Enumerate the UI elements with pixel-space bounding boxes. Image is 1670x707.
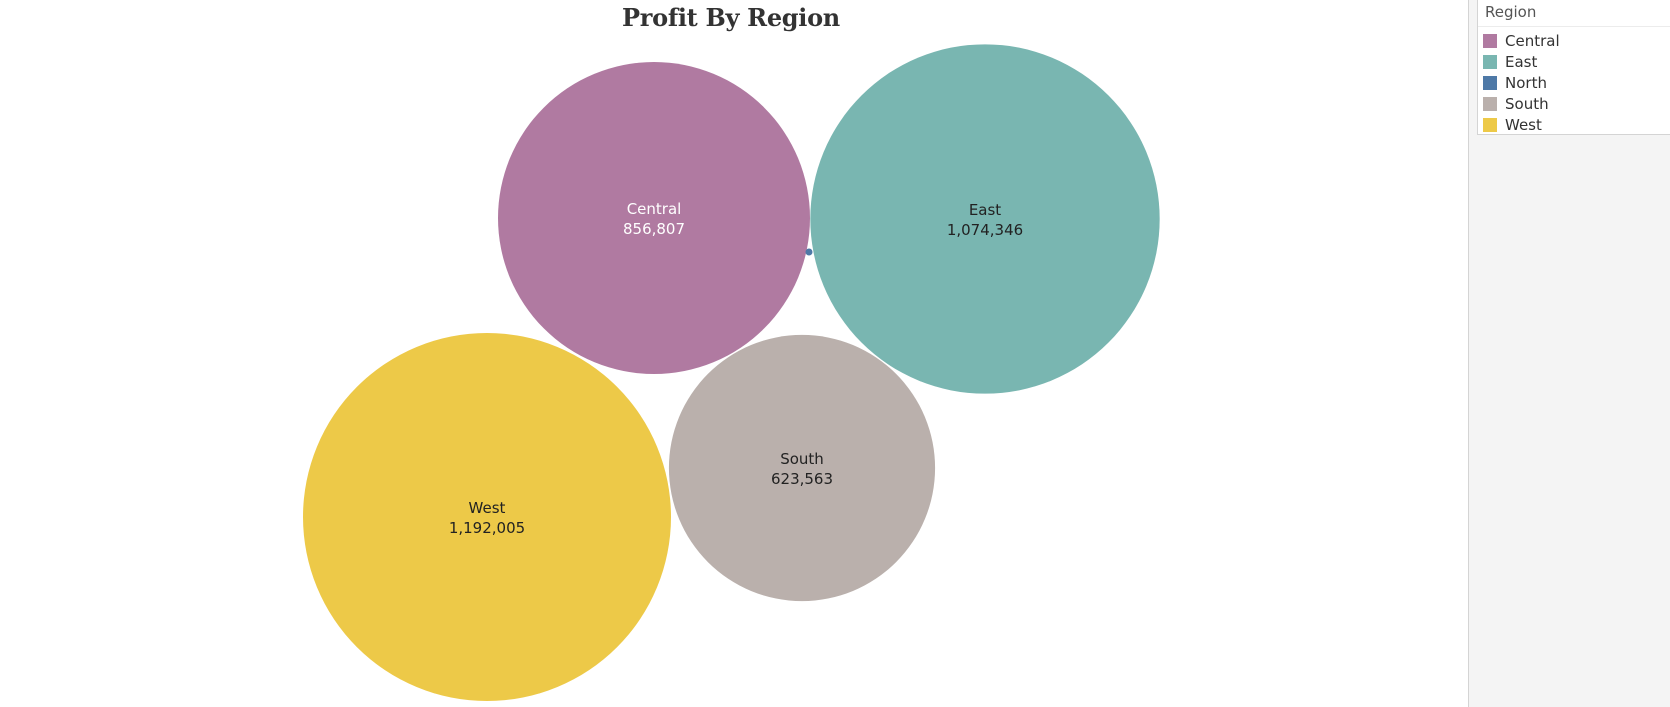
bubble-central[interactable]: Central 856,807 <box>498 62 810 374</box>
bubble-value-label: 1,074,346 <box>947 221 1023 239</box>
legend-label: South <box>1505 94 1549 113</box>
legend-swatch <box>1483 75 1497 90</box>
legend: Region Central East North South West <box>1477 0 1670 135</box>
bubble-value-label: 623,563 <box>771 470 833 488</box>
legend-swatch <box>1483 54 1497 69</box>
legend-item-east[interactable]: East <box>1478 51 1670 72</box>
chart-title: Profit By Region <box>622 3 840 32</box>
legend-label: North <box>1505 73 1547 92</box>
legend-title: Region <box>1478 0 1670 27</box>
bubble-east[interactable]: East 1,074,346 <box>810 44 1160 394</box>
chart-area: Profit By Region Central 856,807 East 1,074… <box>303 3 1160 701</box>
legend-swatch <box>1483 33 1497 48</box>
legend-item-west[interactable]: West <box>1478 114 1670 135</box>
bubble-mark-east[interactable] <box>810 44 1160 394</box>
legend-item-south[interactable]: South <box>1478 93 1670 114</box>
legend-swatch <box>1483 96 1497 111</box>
bubble-mark-central[interactable] <box>498 62 810 374</box>
legend-swatch <box>1483 117 1497 132</box>
bubble-mark-south[interactable] <box>668 334 936 602</box>
bubble-mark-west[interactable] <box>303 333 671 701</box>
bubble-mark-north[interactable] <box>805 248 813 256</box>
legend-label: East <box>1505 52 1538 71</box>
legend-items: Central East North South West <box>1478 27 1670 135</box>
bubble-west[interactable]: West 1,192,005 <box>303 333 671 701</box>
legend-item-north[interactable]: North <box>1478 72 1670 93</box>
bubble-region-label: Central <box>627 200 682 218</box>
legend-item-central[interactable]: Central <box>1478 30 1670 51</box>
side-panel: Region Central East North South West <box>1468 0 1670 707</box>
bubble-north[interactable] <box>805 248 813 256</box>
bubble-value-label: 1,192,005 <box>449 519 525 537</box>
bubble-value-label: 856,807 <box>623 220 685 238</box>
bubble-region-label: South <box>780 450 824 468</box>
legend-label: Central <box>1505 31 1560 50</box>
bubble-south[interactable]: South 623,563 <box>668 334 936 602</box>
bubble-chart: Central 856,807 East 1,074,346 South 623,563 W… <box>303 44 1160 701</box>
legend-label: West <box>1505 115 1542 134</box>
bubble-region-label: East <box>969 201 1001 219</box>
bubble-region-label: West <box>469 499 506 517</box>
